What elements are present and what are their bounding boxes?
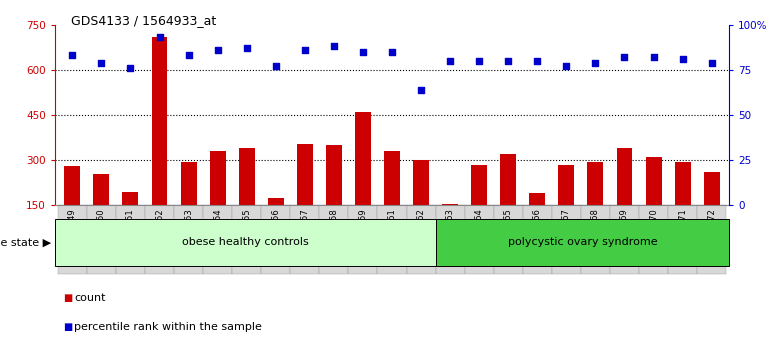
Text: ■: ■ <box>63 322 72 332</box>
Point <box>328 44 340 49</box>
Bar <box>174 205 203 274</box>
Bar <box>413 160 429 251</box>
Bar <box>552 205 581 274</box>
Point <box>95 60 107 65</box>
Bar <box>261 205 290 274</box>
Bar <box>348 205 377 274</box>
Bar <box>384 151 400 251</box>
Bar <box>55 219 436 266</box>
Bar <box>645 157 662 251</box>
Bar <box>581 205 610 274</box>
Point <box>589 60 601 65</box>
Bar <box>668 205 697 274</box>
Bar <box>523 205 552 274</box>
Point <box>66 53 78 58</box>
Bar <box>639 205 668 274</box>
Bar <box>209 151 226 251</box>
Point <box>386 49 398 55</box>
Bar <box>87 205 116 274</box>
Bar <box>674 162 691 251</box>
Point <box>473 58 485 64</box>
Point <box>706 60 718 65</box>
Bar <box>500 154 516 251</box>
Bar <box>436 205 465 274</box>
Text: ■: ■ <box>63 293 72 303</box>
Bar <box>436 219 729 266</box>
Bar <box>587 162 604 251</box>
Bar <box>697 205 726 274</box>
Bar <box>58 205 87 274</box>
Point <box>357 49 369 55</box>
Point <box>444 58 456 64</box>
Bar <box>529 193 546 251</box>
Point <box>183 53 195 58</box>
Point <box>531 58 543 64</box>
Bar <box>180 162 197 251</box>
Bar <box>116 205 145 274</box>
Bar <box>122 192 139 251</box>
Bar <box>290 205 319 274</box>
Bar <box>297 144 313 251</box>
Point <box>560 63 572 69</box>
Point <box>648 55 660 60</box>
Bar <box>93 174 110 251</box>
Bar <box>616 148 633 251</box>
Point <box>212 47 224 53</box>
Point <box>153 35 165 40</box>
Text: disease state ▶: disease state ▶ <box>0 238 51 247</box>
Bar <box>465 205 494 274</box>
Text: percentile rank within the sample: percentile rank within the sample <box>74 322 263 332</box>
Bar <box>326 145 342 251</box>
Bar <box>145 205 174 274</box>
Bar <box>558 165 575 251</box>
Bar <box>442 204 458 251</box>
Point <box>677 56 689 62</box>
Bar <box>268 198 284 251</box>
Text: GDS4133 / 1564933_at: GDS4133 / 1564933_at <box>71 14 216 27</box>
Bar <box>355 112 371 251</box>
Point <box>299 47 311 53</box>
Point <box>241 45 253 51</box>
Point <box>270 63 282 69</box>
Bar <box>64 166 80 251</box>
Bar <box>471 165 487 251</box>
Bar <box>232 205 261 274</box>
Bar <box>704 172 720 251</box>
Text: count: count <box>74 293 106 303</box>
Text: obese healthy controls: obese healthy controls <box>182 238 309 247</box>
Bar <box>610 205 639 274</box>
Point <box>415 87 427 93</box>
Point <box>619 55 631 60</box>
Bar <box>238 148 255 251</box>
Bar <box>377 205 407 274</box>
Point <box>502 58 514 64</box>
Bar <box>494 205 523 274</box>
Bar <box>407 205 436 274</box>
Bar <box>319 205 348 274</box>
Bar <box>203 205 232 274</box>
Text: polycystic ovary syndrome: polycystic ovary syndrome <box>508 238 657 247</box>
Point <box>124 65 136 71</box>
Bar <box>151 37 168 251</box>
